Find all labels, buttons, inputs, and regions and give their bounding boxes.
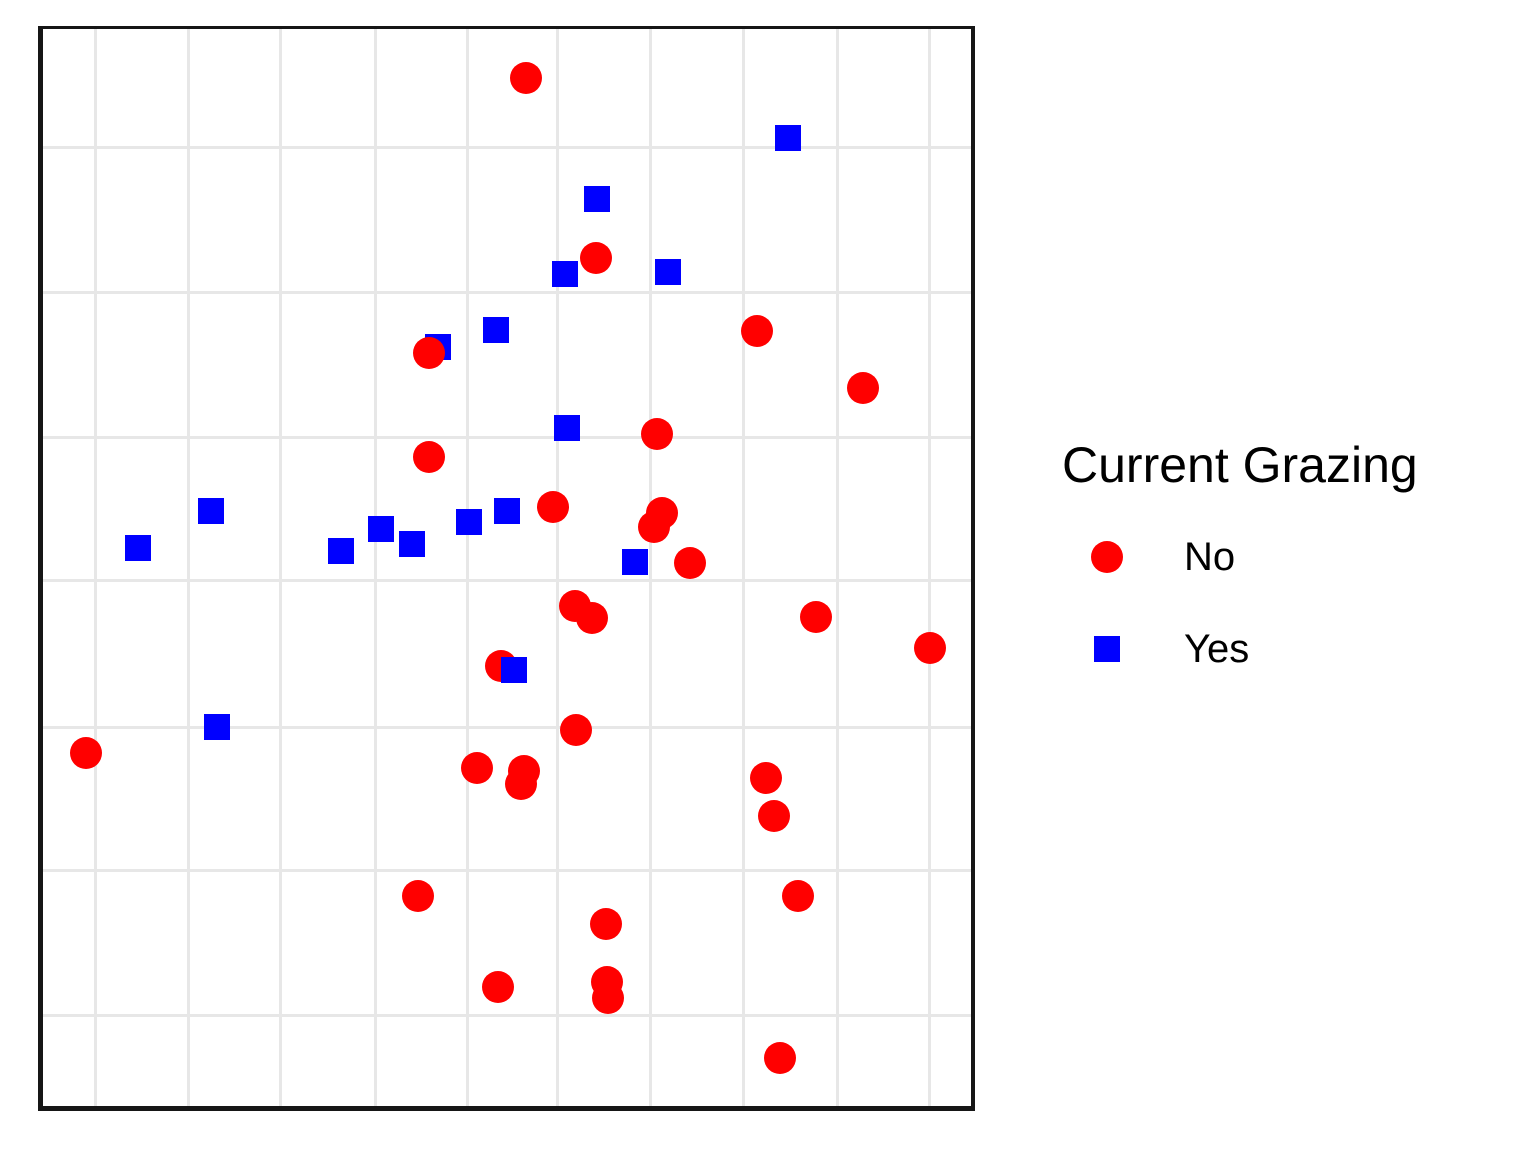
data-point-no: [674, 547, 706, 579]
data-point-no: [510, 62, 542, 94]
data-point-yes: [584, 186, 610, 212]
legend-key-yes: [1090, 632, 1124, 666]
data-point-no: [537, 491, 569, 523]
legend: Current Grazing No Yes: [1062, 438, 1418, 679]
red-circle-icon: [1091, 541, 1123, 573]
vertical-gridline: [927, 29, 931, 1106]
vertical-gridline: [648, 29, 652, 1106]
vertical-gridline: [741, 29, 745, 1106]
data-point-yes: [368, 516, 394, 542]
data-point-yes: [501, 657, 527, 683]
data-point-no: [590, 908, 622, 940]
legend-label-yes: Yes: [1184, 626, 1250, 671]
data-point-yes: [456, 509, 482, 535]
horizontal-gridline: [43, 145, 971, 149]
data-point-yes: [328, 538, 354, 564]
data-point-no: [914, 632, 946, 664]
data-point-no: [847, 372, 879, 404]
horizontal-gridline: [43, 290, 971, 294]
horizontal-gridline: [43, 868, 971, 872]
data-point-no: [750, 762, 782, 794]
vertical-gridline: [465, 29, 469, 1106]
data-point-yes: [622, 549, 648, 575]
data-point-yes: [552, 261, 578, 287]
data-point-no: [560, 714, 592, 746]
data-point-yes: [125, 535, 151, 561]
data-point-no: [741, 315, 773, 347]
vertical-gridline: [555, 29, 559, 1106]
data-point-no: [800, 601, 832, 633]
horizontal-gridline: [43, 1013, 971, 1017]
data-point-no: [576, 602, 608, 634]
panel-border-top: [38, 26, 975, 29]
data-point-no: [402, 880, 434, 912]
data-point-no: [413, 441, 445, 473]
data-point-yes: [775, 125, 801, 151]
data-point-no: [764, 1042, 796, 1074]
data-point-yes: [554, 415, 580, 441]
legend-title: Current Grazing: [1062, 437, 1418, 493]
horizontal-gridline: [43, 725, 971, 729]
panel-border-left: [38, 26, 43, 1111]
data-point-yes: [655, 259, 681, 285]
data-point-no: [70, 737, 102, 769]
data-point-yes: [483, 317, 509, 343]
legend-key-no: [1090, 540, 1124, 574]
data-point-yes: [399, 531, 425, 557]
data-point-yes: [198, 498, 224, 524]
legend-label-no: No: [1184, 534, 1236, 579]
data-point-no: [482, 971, 514, 1003]
vertical-gridline: [278, 29, 282, 1106]
panel-border-right: [971, 26, 975, 1111]
horizontal-gridline: [43, 578, 971, 582]
panel-border-bottom: [38, 1106, 975, 1111]
vertical-gridline: [93, 29, 97, 1106]
vertical-gridline: [373, 29, 377, 1106]
data-point-no: [461, 752, 493, 784]
vertical-gridline: [186, 29, 190, 1106]
legend-item-no: No: [1090, 527, 1418, 587]
data-point-no: [782, 880, 814, 912]
legend-items: No Yes: [1090, 527, 1418, 679]
legend-item-yes: Yes: [1090, 619, 1418, 679]
data-point-yes: [494, 498, 520, 524]
vertical-gridline: [835, 29, 839, 1106]
horizontal-gridline: [43, 435, 971, 439]
data-point-no: [580, 242, 612, 274]
blue-square-icon: [1094, 636, 1120, 662]
data-point-no: [638, 511, 670, 543]
data-point-no: [592, 982, 624, 1014]
data-point-no: [505, 768, 537, 800]
data-point-yes: [204, 714, 230, 740]
data-point-no: [413, 337, 445, 369]
data-point-no: [758, 800, 790, 832]
data-point-no: [641, 418, 673, 450]
